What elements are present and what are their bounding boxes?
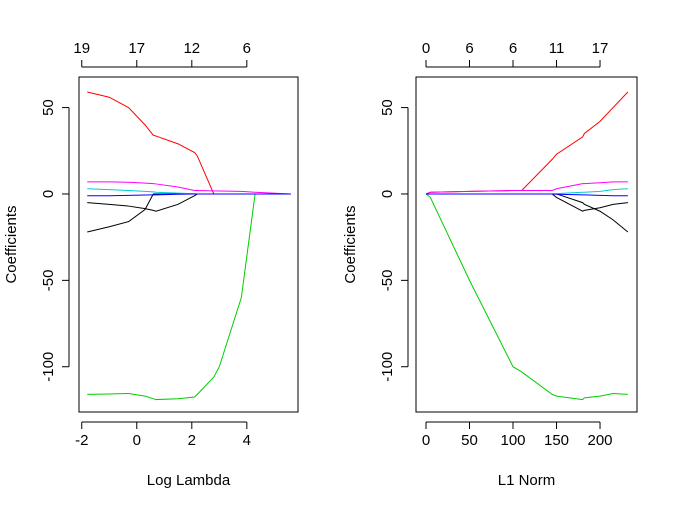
top-tick-label: 19 (73, 40, 90, 57)
y-tick-label: -100 (379, 352, 396, 382)
x-axis-title: Log Lambda (147, 472, 231, 489)
coef-line (425, 181, 628, 195)
y-tick-label: 0 (40, 190, 57, 198)
plot-box (415, 76, 638, 413)
coef-line (87, 193, 291, 233)
top-tick-label: 17 (128, 40, 145, 57)
x-tick-label: 50 (461, 432, 478, 449)
coef-line (425, 91, 629, 195)
coef-line (87, 181, 291, 195)
coef-line (87, 91, 291, 195)
coef-line (87, 193, 291, 197)
x-tick-label: 4 (243, 432, 251, 449)
top-tick-label: 0 (422, 40, 430, 57)
top-tick-label: 11 (549, 40, 565, 57)
x-tick-label: -2 (75, 432, 88, 449)
y-tick-label: 50 (40, 99, 57, 116)
y-axis-title: Coefficients (3, 205, 20, 283)
y-axis-title: Coefficients (342, 205, 359, 283)
coef-line (87, 193, 291, 401)
top-tick-label: 6 (509, 40, 517, 57)
x-tick-label: 200 (588, 432, 613, 449)
coef-line (426, 193, 628, 212)
y-tick-label: -50 (40, 270, 57, 292)
x-tick-label: 150 (544, 432, 569, 449)
top-tick-label: 17 (592, 40, 609, 57)
top-tick-label: 6 (465, 40, 473, 57)
coef-line (87, 193, 291, 212)
x-tick-label: 2 (188, 432, 196, 449)
top-tick-label: 6 (243, 40, 251, 57)
x-tick-label: 0 (422, 432, 430, 449)
y-tick-label: -100 (40, 352, 57, 382)
x-tick-label: 0 (133, 432, 141, 449)
coef-line (426, 193, 628, 197)
plot-box (78, 76, 299, 413)
y-tick-label: -50 (379, 270, 396, 292)
y-tick-label: 0 (379, 190, 396, 198)
coef-line (425, 193, 628, 401)
top-tick-label: 12 (183, 40, 200, 57)
y-tick-label: 50 (379, 99, 396, 116)
coef-line (426, 193, 629, 233)
x-axis-title: L1 Norm (498, 472, 556, 489)
x-tick-label: 100 (500, 432, 525, 449)
